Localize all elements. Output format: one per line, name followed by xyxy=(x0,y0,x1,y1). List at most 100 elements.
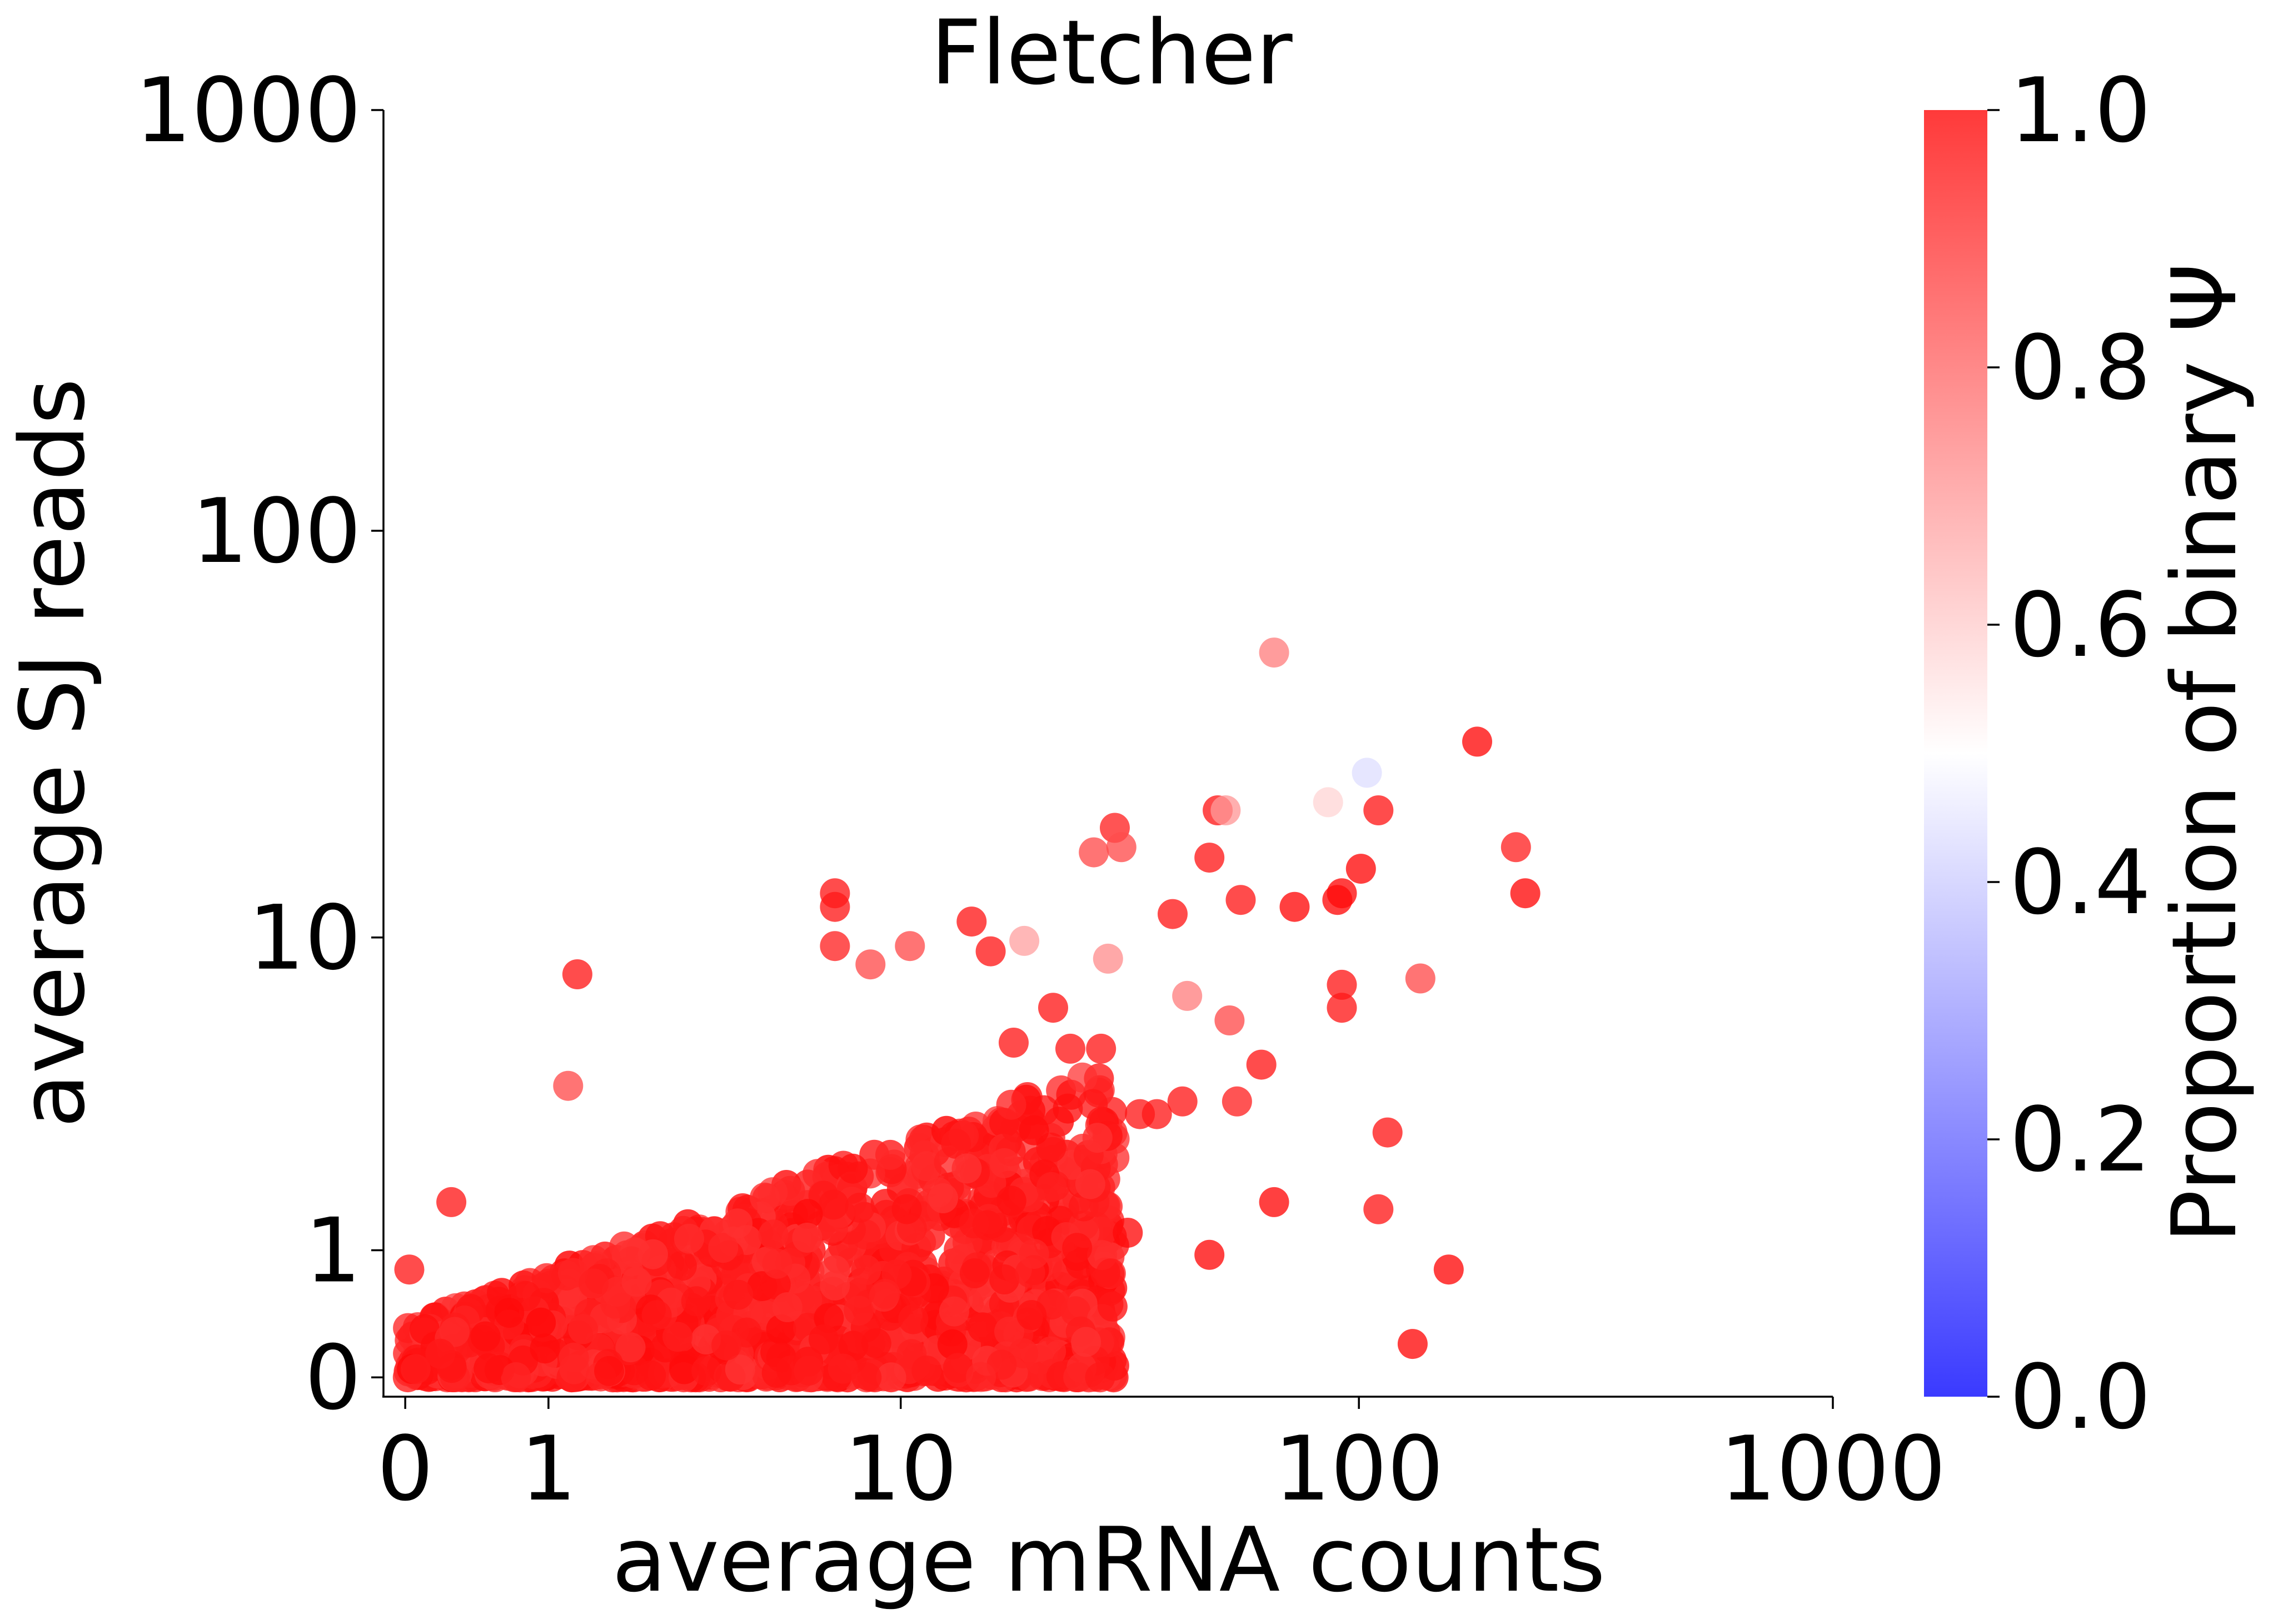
scatter-point xyxy=(1246,1049,1277,1080)
scatter-point xyxy=(1313,787,1343,818)
scatter-point xyxy=(891,1194,922,1224)
scatter-point xyxy=(722,1208,753,1239)
scatter-point xyxy=(1363,1194,1394,1224)
scatter-point xyxy=(792,1223,823,1253)
scatter-point xyxy=(691,1356,722,1386)
colorbar-tick-label: 0.8 xyxy=(2010,316,2151,420)
scatter-point xyxy=(711,1330,742,1361)
colorbar-tick-label: 0.0 xyxy=(2010,1345,2151,1449)
scatter-point xyxy=(636,1360,666,1391)
scatter-point xyxy=(1038,993,1068,1023)
y-tick-label: 1 xyxy=(305,1198,361,1302)
x-tick-label: 0 xyxy=(377,1417,433,1521)
scatter-point xyxy=(1067,1062,1098,1093)
scatter-point xyxy=(838,1153,868,1184)
scatter-point xyxy=(1016,1300,1047,1331)
scatter-point xyxy=(1062,1233,1093,1263)
scatter-point xyxy=(1036,1336,1066,1367)
scatter-point xyxy=(666,1251,697,1281)
scatter-point xyxy=(943,1353,973,1383)
points-layer xyxy=(392,637,1541,1393)
scatter-point xyxy=(911,1356,942,1386)
scatter-point xyxy=(1158,899,1188,929)
scatter-point xyxy=(559,1342,589,1373)
scatter-point xyxy=(996,1185,1026,1216)
scatter-point xyxy=(568,1314,599,1344)
scatter-point xyxy=(845,1193,875,1223)
scatter-point xyxy=(1009,925,1040,956)
scatter-point xyxy=(861,1328,891,1358)
scatter-point xyxy=(621,1267,652,1297)
scatter-point xyxy=(1210,795,1241,825)
scatter-point xyxy=(809,1324,839,1354)
scatter-point xyxy=(530,1333,560,1364)
scatter-point xyxy=(1322,885,1353,915)
scatter-point xyxy=(1214,1005,1245,1035)
scatter-point xyxy=(1086,1033,1116,1064)
colorbar-tick-label: 1.0 xyxy=(2010,58,2151,162)
scatter-point xyxy=(876,1362,906,1393)
scatter-point xyxy=(757,1177,788,1208)
scatter-point xyxy=(394,1254,425,1285)
scatter-point xyxy=(999,1028,1029,1058)
scatter-point xyxy=(1082,1123,1113,1153)
x-tick-label: 1 xyxy=(520,1417,577,1521)
scatter-point xyxy=(818,1213,848,1243)
scatter-point xyxy=(1345,854,1376,884)
scatter-point xyxy=(562,959,592,989)
scatter-point xyxy=(1501,832,1531,863)
scatter-point xyxy=(1167,1086,1198,1117)
scatter-point xyxy=(1095,1258,1126,1289)
colorbar-label: Proportion of binary Ψ xyxy=(2152,263,2256,1243)
scatter-point xyxy=(820,878,850,909)
scatter-point xyxy=(1352,758,1382,788)
scatter-point xyxy=(1327,969,1357,1000)
scatter-point xyxy=(494,1298,525,1328)
scatter-point xyxy=(470,1321,501,1352)
y-ticks: 0 1 10 100 1000 xyxy=(135,58,383,1429)
y-tick-label: 1000 xyxy=(135,58,361,162)
colorbar-ticks: 0.0 0.2 0.4 0.6 0.8 1.0 xyxy=(1987,58,2151,1449)
scatter-point xyxy=(1462,726,1492,757)
scatter-point xyxy=(1071,1327,1101,1357)
scatter-point xyxy=(1079,837,1109,868)
scatter-point xyxy=(674,1223,704,1254)
scatter-point xyxy=(851,1362,882,1393)
scatter-point xyxy=(928,1183,958,1213)
scatter-point xyxy=(1363,795,1394,825)
scatter-point xyxy=(400,1354,431,1384)
x-tick-label: 100 xyxy=(1274,1417,1443,1521)
scatter-point xyxy=(820,1270,850,1301)
x-tick-label: 10 xyxy=(844,1417,958,1521)
scatter-point xyxy=(501,1362,531,1392)
scatter-point xyxy=(1019,1239,1049,1269)
axes xyxy=(382,110,1833,1398)
scatter-point xyxy=(855,949,886,980)
scatter-point xyxy=(1172,980,1203,1011)
scatter-point xyxy=(758,1219,789,1250)
scatter-point xyxy=(875,1139,905,1170)
scatter-point xyxy=(951,1153,982,1184)
scatter-point xyxy=(1397,1329,1428,1359)
scatter-point xyxy=(615,1332,646,1363)
scatter-point xyxy=(794,1356,824,1386)
scatter-point xyxy=(895,931,925,962)
scatter-point xyxy=(989,1264,1020,1294)
scatter-point xyxy=(1225,885,1256,915)
scatter-point xyxy=(1259,637,1289,668)
scatter-point xyxy=(1019,1115,1049,1145)
scatter-point xyxy=(662,1322,693,1352)
colorbar-tick-label: 0.2 xyxy=(2010,1088,2151,1192)
scatter-point xyxy=(1405,963,1435,994)
x-axis-label: average mRNA counts xyxy=(612,1508,1606,1612)
scatter-point xyxy=(440,1317,470,1347)
scatter-point xyxy=(1106,832,1136,863)
scatter-point xyxy=(1085,1362,1115,1393)
scatter-point xyxy=(1093,943,1123,974)
scatter-point xyxy=(1279,891,1310,922)
scatter-point xyxy=(1372,1117,1403,1148)
scatter-point xyxy=(725,1354,755,1385)
scatter-point xyxy=(1113,1218,1143,1248)
scatter-point xyxy=(975,936,1006,967)
